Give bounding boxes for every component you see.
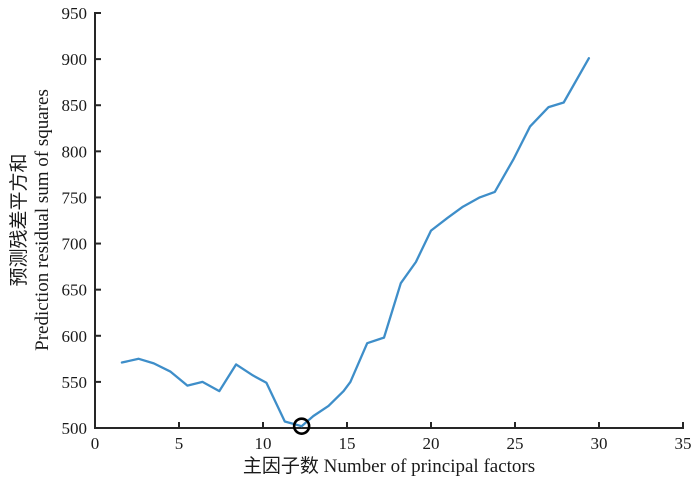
y-axis-title-chinese: 预测残差平方和 bbox=[9, 153, 30, 287]
y-axis-title-english: Prediction residual sum of squares bbox=[32, 89, 53, 351]
y-tick-label: 600 bbox=[62, 327, 88, 346]
minimum-marker-circle bbox=[292, 417, 311, 435]
x-tick-label: 20 bbox=[423, 434, 440, 453]
x-tick-label: 0 bbox=[91, 434, 100, 453]
x-tick-label: 10 bbox=[255, 434, 272, 453]
x-tick-label: 30 bbox=[591, 434, 608, 453]
y-tick-label: 850 bbox=[62, 96, 88, 115]
y-tick-label: 800 bbox=[62, 142, 88, 161]
y-tick-label: 550 bbox=[62, 373, 88, 392]
y-tick-label: 500 bbox=[62, 419, 88, 438]
y-tick-label: 750 bbox=[62, 188, 88, 207]
data-series-line bbox=[120, 57, 591, 428]
y-tick-label: 950 bbox=[62, 4, 88, 23]
x-axis-title: 主因子数 Number of principal factors bbox=[242, 456, 536, 477]
x-tick-label: 5 bbox=[175, 434, 184, 453]
y-tick-label: 650 bbox=[62, 281, 88, 300]
y-tick-label: 900 bbox=[62, 50, 88, 69]
x-tick-label: 25 bbox=[507, 434, 524, 453]
y-axis-title: 预测残差平方和 Prediction residual sum of squar… bbox=[8, 0, 54, 445]
x-tick-label: 15 bbox=[339, 434, 356, 453]
x-tick-label: 35 bbox=[675, 434, 692, 453]
y-tick-label: 700 bbox=[62, 235, 88, 254]
